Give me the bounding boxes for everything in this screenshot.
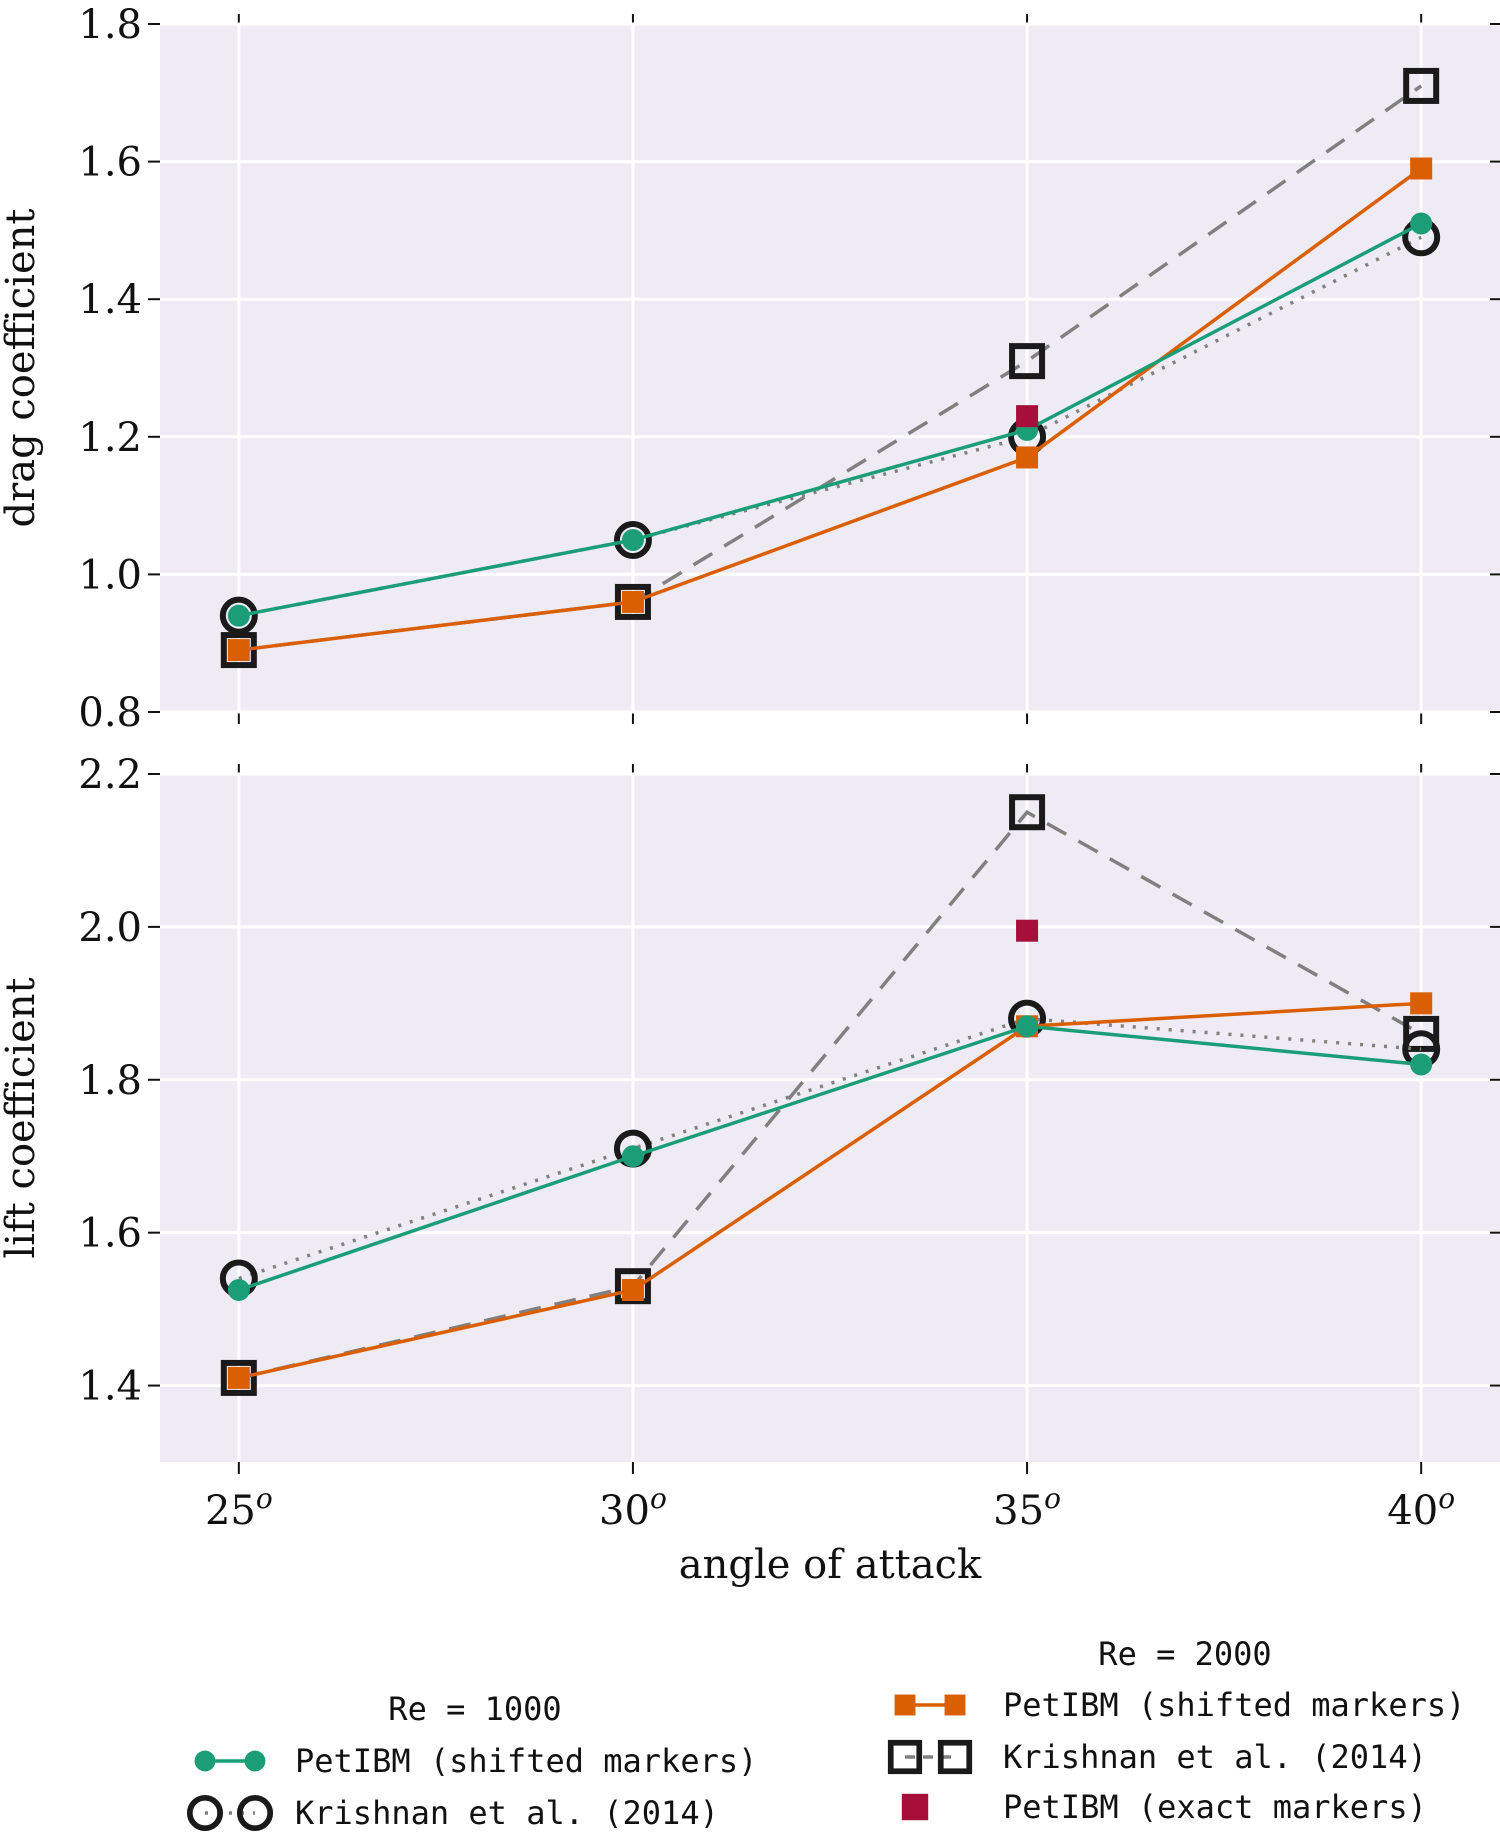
legend-marker [901, 1793, 929, 1821]
lift-krishnan-2000-point [220, 1359, 257, 1396]
lift-plot-area [160, 774, 1500, 1462]
lift-petibm-1000-point [1016, 1015, 1039, 1038]
lift-petibm-2000-point [227, 1366, 250, 1389]
legend-marker [244, 1750, 266, 1772]
drag-y-tick-label: 1.4 [78, 277, 142, 323]
drag-petibm-2000-point [621, 590, 644, 613]
legend-entry-label: Krishnan et al. (2014) [1003, 1738, 1427, 1776]
lift-petibm-1000-point [621, 1145, 644, 1168]
legend-entry-label: PetIBM (shifted markers) [1003, 1686, 1465, 1724]
lift-petibm-1000-point [1410, 1053, 1433, 1076]
drag-coefficient-panel: 0.8 1.0 1.2 1.4 1.6 1.8 drag coefficient [0, 2, 1500, 736]
lift-y-tick-label: 1.4 [78, 1364, 142, 1410]
legend-entry-label: Krishnan et al. (2014) [295, 1794, 719, 1832]
drag-petibm-1000-point [621, 529, 644, 551]
drag-y-tick-label: 1.2 [78, 415, 142, 461]
legend: Re = 1000 PetIBM (shifted markers) Krishna… [186, 1635, 1465, 1832]
x-axis-label: angle of attack [679, 1542, 982, 1588]
drag-y-tick-label: 1.0 [78, 552, 142, 598]
lift-krishnan-2000-point [1009, 794, 1046, 831]
legend-group-title: Re = 1000 [388, 1690, 561, 1728]
lift-petibm-1000-line [238, 1024, 1422, 1292]
legend-marker [887, 1739, 923, 1775]
drag-petibm-2000-point [227, 639, 250, 662]
drag-y-tick-label: 0.8 [78, 690, 142, 736]
drag-petibm-1000-point [1410, 212, 1433, 235]
drag-petibm-1000-point [227, 604, 250, 627]
lift-petibm-2000-point [1410, 992, 1433, 1015]
lift-petibm-2000-point [621, 1279, 644, 1301]
x-tick-label: 30o [599, 1482, 667, 1534]
legend-marker [236, 1794, 274, 1832]
drag-krishnan-1000-point [219, 596, 258, 635]
x-tick-label: 35o [993, 1482, 1061, 1534]
lift-exact-2000-point [1016, 919, 1039, 942]
legend-marker [944, 1694, 966, 1716]
drag-plot-area [160, 24, 1500, 712]
legend-marker [894, 1694, 916, 1716]
legend-entry-label: PetIBM (shifted markers) [295, 1742, 757, 1780]
lift-y-tick-label: 2.2 [78, 752, 142, 798]
drag-krishnan-2000-point [1403, 67, 1440, 104]
legend-group-title: Re = 2000 [1098, 1635, 1271, 1673]
lift-coefficient-panel: 1.4 1.6 1.8 2.0 2.2 lift coefficient 25o 30o 35o… [0, 752, 1500, 1534]
legend-marker [194, 1750, 216, 1772]
drag-petibm-1000-line [238, 221, 1422, 618]
drag-y-tick-label: 1.6 [78, 140, 142, 186]
lift-y-tick-label: 2.0 [78, 905, 142, 951]
drag-y-tick-label: 1.8 [78, 2, 142, 48]
legend-marker [186, 1794, 224, 1832]
x-tick-label: 25o [205, 1482, 273, 1534]
lift-krishnan-2000-point [614, 1268, 651, 1305]
drag-krishnan-2000-point [614, 583, 651, 620]
lift-petibm-2000-line [238, 1001, 1422, 1380]
drag-petibm-2000-point [1016, 446, 1039, 469]
drag-krishnan-2000-point [1009, 343, 1046, 380]
legend-marker [937, 1739, 973, 1775]
drag-krishnan-1000-point [613, 521, 652, 559]
legend-entry-label: PetIBM (exact markers) [1003, 1788, 1427, 1826]
drag-petibm-2000-line [238, 167, 1423, 652]
drag-krishnan-2000-point [220, 632, 257, 669]
drag-petibm-2000-point [1410, 157, 1433, 180]
drag-exact-2000-point [1016, 405, 1039, 428]
lift-y-tick-label: 1.6 [78, 1211, 142, 1257]
x-tick-label: 40o [1387, 1482, 1455, 1534]
drag-y-axis-label: drag coefficient [0, 209, 44, 528]
lift-petibm-1000-point [227, 1279, 250, 1301]
lift-y-tick-label: 1.8 [78, 1058, 142, 1104]
lift-y-axis-label: lift coefficient [0, 977, 44, 1258]
